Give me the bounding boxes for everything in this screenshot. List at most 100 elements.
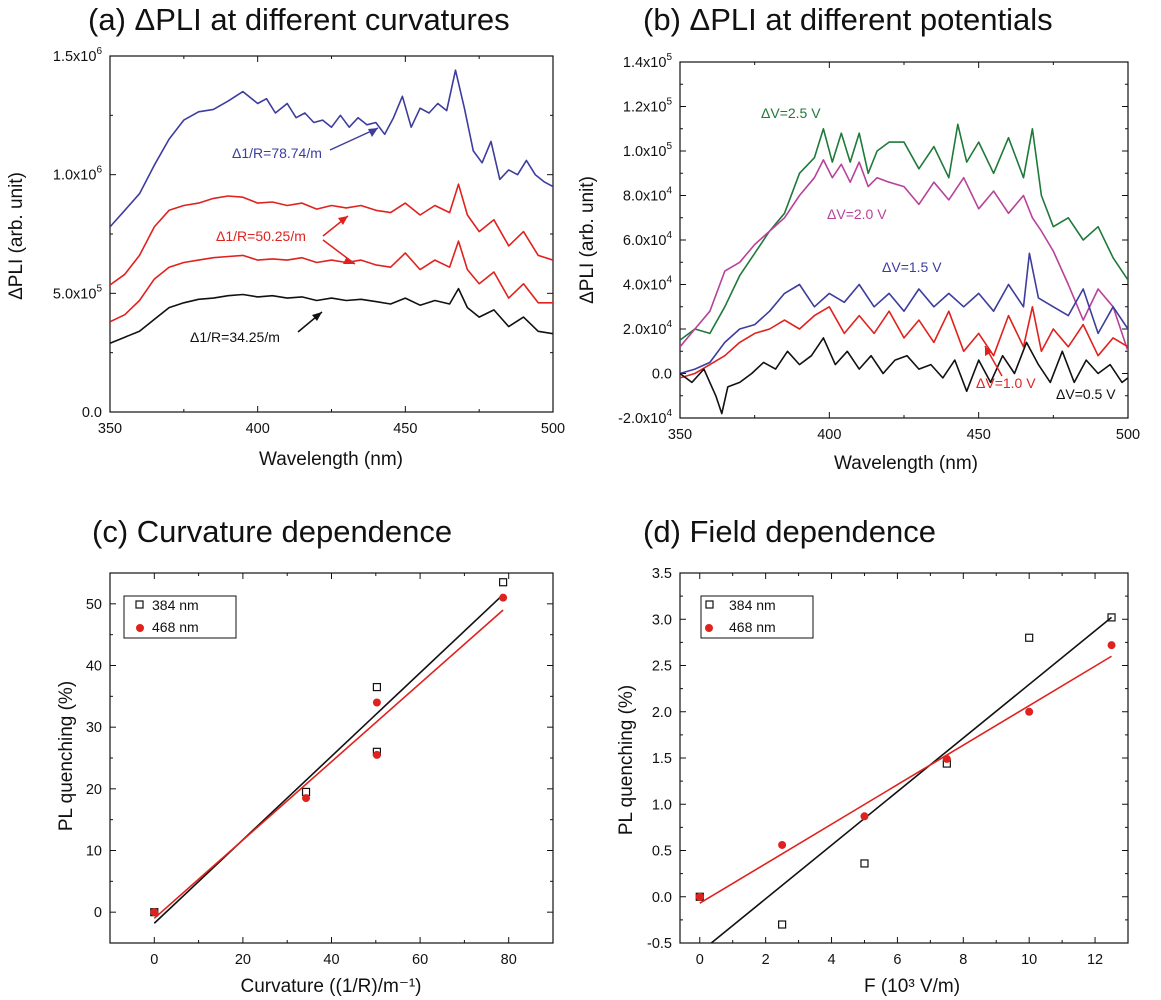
- series-line-v-2-5-v: [680, 123, 1128, 341]
- series-line-v-1-5-v: [680, 252, 1128, 375]
- panel-b-y-axis-label: ΔPLI (arb. unit): [577, 176, 598, 304]
- data-point384-nm: [372, 682, 382, 692]
- y-tick-label: 1.2x105: [623, 97, 673, 116]
- data-point384-nm: [1107, 613, 1116, 622]
- panel-d-x-axis-label: F (10³ V/m): [864, 976, 960, 997]
- y-tick-label: 2.5: [652, 659, 672, 675]
- y-tick-exponent: 4: [666, 275, 672, 286]
- y-tick-label: 3.5: [652, 566, 672, 582]
- y-tick-label: 10: [86, 844, 102, 860]
- y-tick-mantissa: 0.0: [82, 405, 102, 421]
- annotation-arrowhead-1-0v: [985, 346, 992, 356]
- y-tick-label: 50: [86, 597, 102, 613]
- annotation-50-25: Δ1/R=50.25/m: [216, 228, 306, 244]
- legend-label-384: 384 nm: [729, 597, 776, 613]
- panel-b-title: (b) ΔPLI at different potentials: [643, 2, 1053, 37]
- y-tick-mantissa: 0.0: [652, 367, 672, 383]
- series-line-v-2-0-v: [680, 159, 1128, 352]
- annotation-arrow-50-25-lower: [322, 239, 356, 265]
- x-tick-label: 40: [323, 952, 339, 968]
- x-tick-label: 450: [967, 427, 991, 443]
- y-tick-label: 2.0: [652, 705, 672, 721]
- y-tick-label: 1.0x105: [623, 141, 673, 160]
- y-tick-label: 0.0: [652, 367, 672, 383]
- legend-marker-468: [705, 624, 713, 632]
- panel-a-y-axis-label: ΔPLI (arb. unit): [6, 172, 27, 300]
- y-tick-label: 2.0x104: [623, 319, 673, 338]
- series-line-1-r-78-74-m: [110, 69, 553, 228]
- series-line-1-r-50-25-m: [110, 240, 553, 323]
- y-tick-label: 0.0: [652, 890, 672, 906]
- y-tick-mantissa: 2.0x10: [623, 322, 667, 338]
- data-point468-nm: [1025, 707, 1034, 716]
- data-point468-nm: [499, 593, 508, 602]
- legend-label-468: 468 nm: [729, 619, 776, 635]
- data-point384-nm: [499, 578, 508, 587]
- x-tick-label: 0: [150, 952, 158, 968]
- data-layer: [680, 123, 1128, 415]
- panel-a-x-axis-label: Wavelength (nm): [259, 449, 403, 470]
- data-point468-nm: [942, 754, 951, 763]
- y-tick-label: 40: [86, 659, 102, 675]
- annotation-arrowhead-50-25-upper: [338, 216, 348, 225]
- panel-a-curvature-spectra: (a) ΔPLI at different curvatures Wavelen…: [6, 2, 565, 470]
- data-point468-nm: [150, 908, 159, 917]
- annotation-arrowhead-50-25-lower: [343, 258, 355, 264]
- y-tick-label: 1.0x106: [53, 165, 103, 184]
- annotation-1-5v: ΔV=1.5 V: [882, 259, 942, 275]
- y-tick-mantissa: -2.0x10: [618, 411, 666, 427]
- series-line-v-0-5-v: [680, 337, 1128, 415]
- panel-c-x-axis-label: Curvature ((1/R)/m⁻¹): [240, 976, 421, 997]
- y-tick-exponent: 4: [666, 408, 672, 419]
- y-tick-label: 8.0x104: [623, 186, 673, 205]
- x-tick-label: 8: [959, 952, 967, 968]
- annotation-1-0v: ΔV=1.0 V: [976, 375, 1036, 391]
- x-tick-label: 400: [817, 427, 841, 443]
- data-point468-nm: [1107, 641, 1116, 650]
- x-tick-label: 350: [98, 421, 122, 437]
- y-tick-exponent: 6: [96, 165, 102, 176]
- x-tick-label: 6: [893, 952, 901, 968]
- y-tick-label: -0.5: [647, 936, 672, 952]
- x-tick-label: 12: [1087, 952, 1103, 968]
- panel-d-y-axis-label: PL quenching (%): [616, 685, 637, 835]
- x-tick-label: 80: [501, 952, 517, 968]
- panel-b-plot-area: 350 400 450 500-2.0x1040.02.0x1044.0x1046.0…: [618, 52, 1140, 443]
- data-point384-nm: [860, 859, 869, 868]
- series-line-v-1-0-v: [680, 306, 1128, 379]
- x-tick-label: 350: [668, 427, 692, 443]
- y-tick-label: 0.5: [652, 844, 672, 860]
- y-tick-label: 4.0x104: [623, 275, 673, 294]
- panel-c-curvature-dependence: (c) Curvature dependence Curvature ((1/R…: [56, 514, 554, 997]
- y-tick-exponent: 4: [666, 230, 672, 241]
- fit-line384-nm: [153, 594, 504, 924]
- y-tick-exponent: 5: [666, 141, 672, 152]
- series-line-1-r-50-25-m: [110, 183, 553, 286]
- y-tick-mantissa: 1.0x10: [53, 168, 97, 184]
- panel-d-legend: 384 nm 468 nm: [700, 595, 814, 639]
- x-tick-label: 500: [541, 421, 565, 437]
- fit-line468-nm: [153, 609, 504, 919]
- y-tick-label: -2.0x104: [618, 408, 672, 427]
- data-point384-nm: [778, 920, 787, 929]
- fit-line384-nm: [710, 616, 1113, 943]
- y-tick-exponent: 4: [666, 186, 672, 197]
- panel-d-plot-area: 0 2 4 6 8 10 12 -0.5 0.0 0.5 1.0 1.5 2.0 2.5 3.0 3.5: [647, 566, 1129, 968]
- legend-marker-384: [135, 600, 144, 609]
- x-tick-label: 450: [393, 421, 417, 437]
- annotation-2-5v: ΔV=2.5 V: [761, 105, 821, 121]
- legend-label-384: 384 nm: [152, 597, 199, 613]
- y-tick-exponent: 5: [96, 283, 102, 294]
- fit-line468-nm: [699, 655, 1112, 904]
- y-tick-label: 1.5x106: [53, 46, 103, 65]
- x-tick-label: 20: [235, 952, 251, 968]
- data-point468-nm: [860, 812, 869, 821]
- y-tick-label: 1.4x105: [623, 52, 673, 71]
- y-tick-mantissa: 1.2x10: [623, 100, 667, 116]
- plot-frame: [679, 61, 1129, 419]
- panel-c-plot-area: 0 20 40 60 80 0 10 20 30 40 50: [86, 572, 554, 968]
- annotation-arrowhead-34-25: [312, 312, 322, 321]
- data-point468-nm: [778, 840, 787, 849]
- panel-b-x-axis-label: Wavelength (nm): [834, 453, 978, 474]
